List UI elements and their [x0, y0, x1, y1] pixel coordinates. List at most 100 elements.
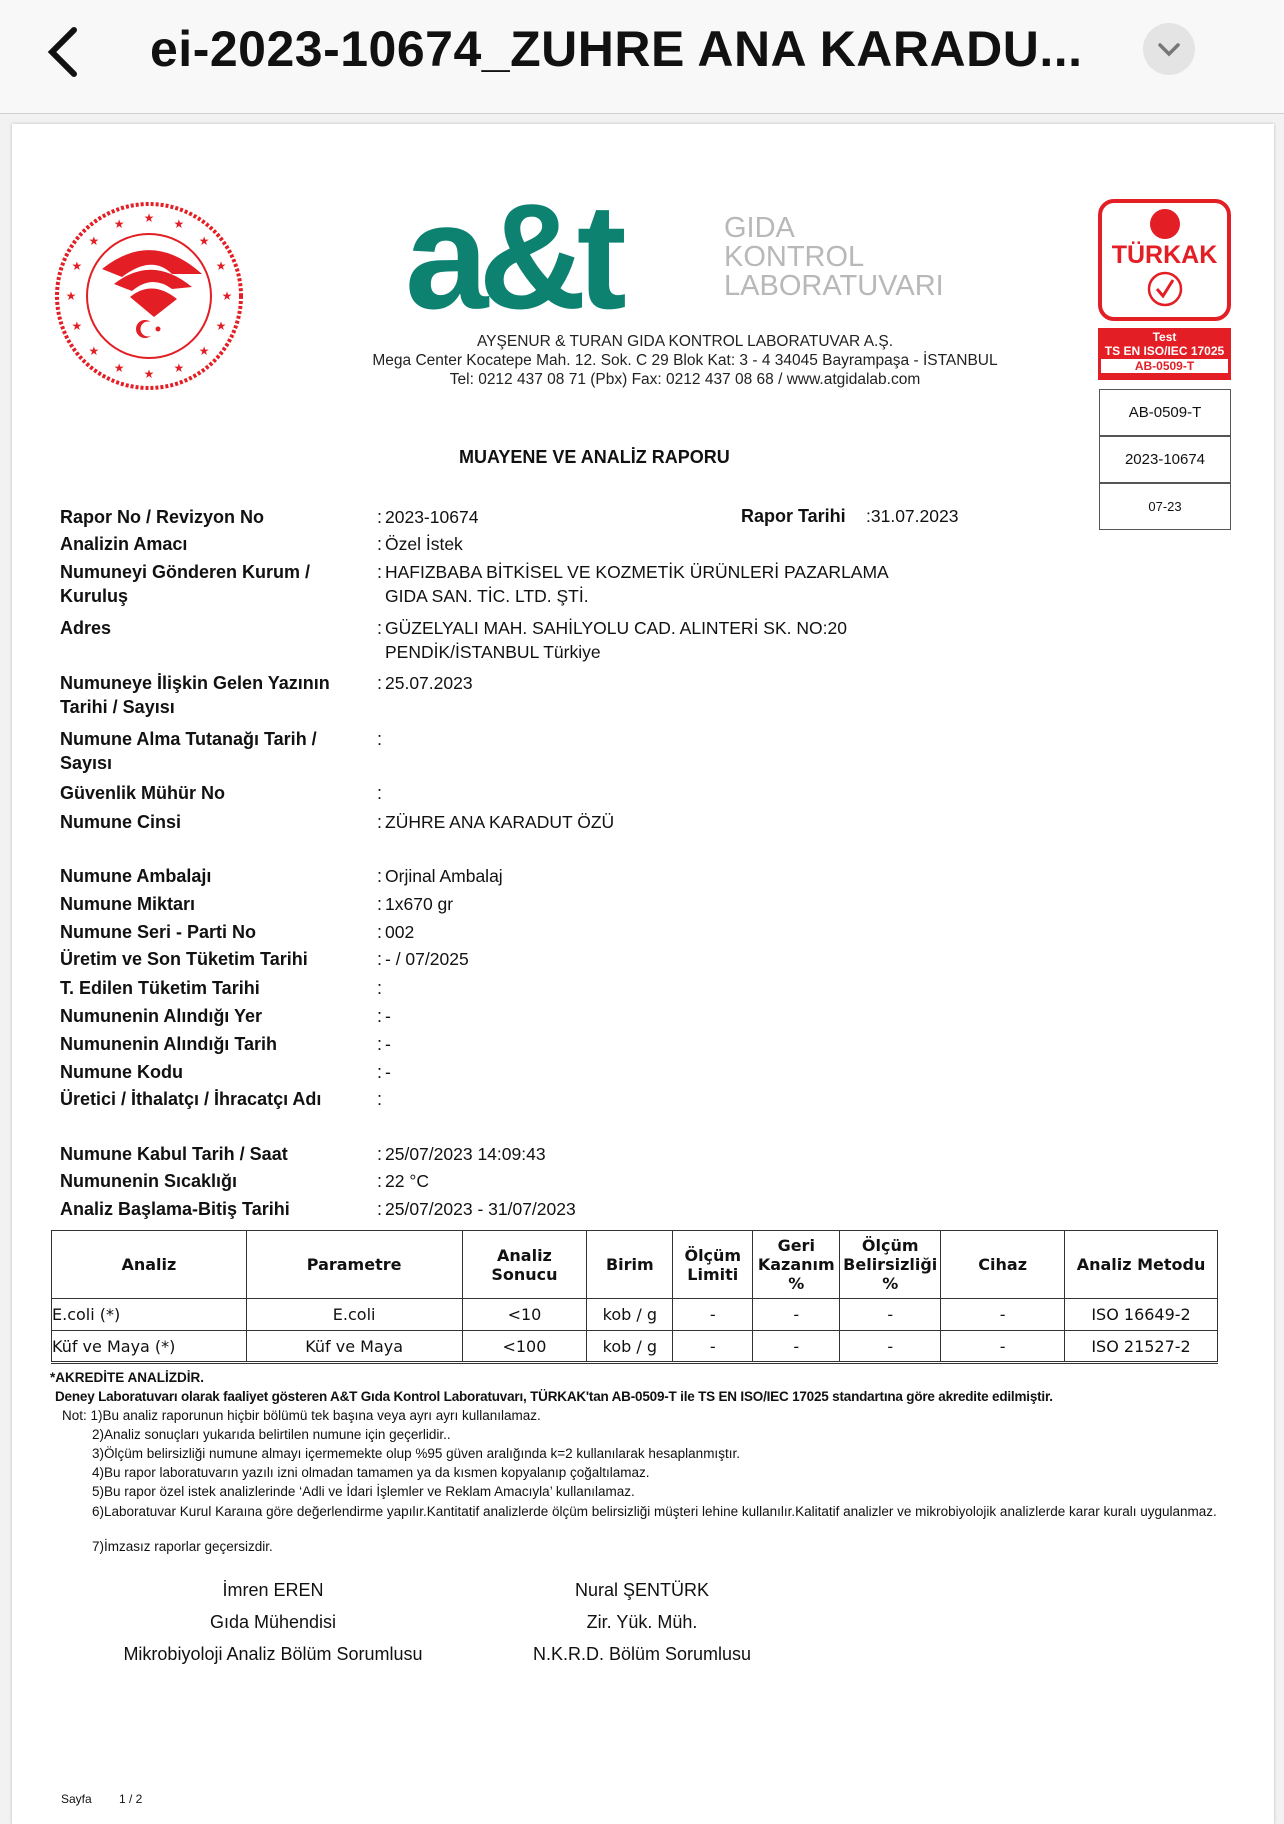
column-header: Birim: [586, 1230, 674, 1299]
column-header: Ölçüm Belirsizliği %: [839, 1230, 942, 1299]
field-colon: :: [377, 949, 383, 969]
field-label: Kuruluş: [60, 586, 129, 606]
table-cell: ISO 16649-2: [1064, 1298, 1218, 1331]
flag-icon: [1149, 209, 1180, 239]
top-bar: ei-2023-10674_ZUHRE ANA KARADU...: [0, 0, 1284, 114]
field-label: Numune Cinsi: [60, 812, 182, 832]
field-label: Sayısı: [60, 753, 113, 773]
table-cell: -: [839, 1298, 942, 1331]
note-item: 7)İmzasız raporlar geçersizdir.: [92, 1539, 273, 1554]
checkmark-icon: [1147, 271, 1182, 307]
table-cell: <10: [461, 1298, 588, 1331]
field-colon: :: [377, 1171, 383, 1191]
field-value: -: [385, 1034, 391, 1054]
company-contact: Tel: 0212 437 08 71 (Pbx) Fax: 0212 437 …: [449, 371, 921, 388]
star-icon: ★: [173, 361, 184, 375]
star-icon: ★: [88, 234, 99, 248]
field-colon: :: [377, 866, 383, 886]
field-value: 25.07.2023: [385, 673, 473, 693]
field-colon: :: [377, 534, 383, 554]
note-item: 5)Bu rapor özel istek analizlerinde ‘Adl…: [92, 1484, 635, 1499]
infobox-date: 07-23: [1099, 483, 1231, 530]
star-icon: ★: [173, 217, 184, 231]
column-header: Analiz Sonucu: [461, 1230, 588, 1299]
star-icon: ★: [72, 319, 83, 333]
field-label: Güvenlik Mühür No: [60, 783, 226, 803]
table-row: Küf ve Maya (*) Küf ve Maya <100 kob / g---…: [51, 1330, 1218, 1363]
field-value: 22 °C: [385, 1171, 429, 1191]
document-page: [12, 124, 1274, 1824]
field-colon: :: [377, 618, 383, 638]
more-options-button[interactable]: [1143, 23, 1195, 75]
field-value: PENDİK/İSTANBUL Türkiye: [385, 642, 601, 662]
column-header: Cihaz: [940, 1230, 1066, 1299]
field-value: Orjinal Ambalaj: [385, 866, 503, 886]
field-label: Tarihi / Sayısı: [60, 697, 175, 717]
field-label: Numuneyi Gönderen Kurum /: [60, 562, 311, 582]
turkak-logo: TÜRKAK: [1098, 199, 1231, 321]
star-icon: ★: [88, 344, 99, 358]
field-label: Adres: [60, 618, 112, 638]
field-label: Numuneye İlişkin Gelen Yazının: [60, 673, 330, 693]
table-cell: -: [672, 1330, 754, 1363]
test-label: Test: [1152, 330, 1177, 344]
document-title: ei-2023-10674_ZUHRE ANA KARADU...: [150, 21, 1083, 77]
field-label: Üretici / İthalatçı / İhracatçı Adı: [60, 1089, 322, 1109]
table-cell: E.coli (*): [51, 1298, 247, 1331]
company-address: Mega Center Kocatepe Mah. 12. Sok. C 29 …: [372, 352, 998, 369]
star-icon: ★: [66, 289, 77, 303]
field-value: -: [385, 1006, 391, 1026]
star-icon: ★: [199, 344, 210, 358]
star-icon: ★: [114, 361, 125, 375]
star-icon: ★: [144, 367, 155, 381]
report-date-label: Rapor Tarihi: [741, 506, 846, 526]
infobox-report-no: 2023-10674: [1099, 436, 1231, 483]
field-colon: :: [377, 1144, 383, 1164]
field-colon: :: [377, 1034, 383, 1054]
star-icon: ★: [222, 289, 233, 303]
table-cell: kob / g: [586, 1330, 674, 1363]
turkak-accreditation-label: Test TS EN ISO/IEC 17025 AB-0509-T: [1098, 328, 1231, 380]
table-cell: -: [752, 1330, 841, 1363]
star-icon: ★: [72, 259, 83, 273]
table-cell: ISO 21527-2: [1064, 1330, 1218, 1363]
signature-title: Gıda Mühendisi: [209, 1612, 337, 1632]
field-value: 1x670 gr: [385, 894, 454, 914]
field-label: Numune Seri - Parti No: [60, 922, 257, 942]
field-value: 002: [385, 922, 415, 942]
standard-label: TS EN ISO/IEC 17025: [1104, 344, 1225, 358]
accreditation-code: AB-0509-T: [1101, 359, 1228, 373]
field-colon: :: [377, 673, 383, 693]
report-title: MUAYENE VE ANALİZ RAPORU: [459, 447, 730, 467]
table-cell: kob / g: [586, 1298, 674, 1331]
field-label: Numune Ambalajı: [60, 866, 212, 886]
field-colon: :: [377, 978, 383, 998]
table-cell: -: [940, 1330, 1066, 1363]
note-item: 3)Ölçüm belirsizliği numune almayı içerm…: [92, 1446, 740, 1461]
table-cell: -: [839, 1330, 942, 1363]
column-header: Analiz: [51, 1230, 247, 1299]
table-cell: <100: [461, 1330, 588, 1363]
chevron-down-icon: [1158, 43, 1180, 57]
page-number: 1 / 2: [119, 1792, 143, 1806]
logo-line: KONTROL: [724, 241, 865, 273]
back-chevron-icon[interactable]: [38, 22, 98, 82]
page-label: Sayfa: [61, 1792, 92, 1806]
field-value: -: [385, 1062, 391, 1082]
field-value: HAFIZBABA BİTKİSEL VE KOZMETİK ÜRÜNLERİ …: [385, 562, 889, 582]
field-label: Numunenin Alındığı Tarih: [60, 1034, 277, 1054]
column-header: Ölçüm Limiti: [672, 1230, 754, 1299]
field-label: Numune Miktarı: [60, 894, 196, 914]
logo-line: LABORATUVARI: [724, 270, 944, 302]
note-item: Not: 1)Bu analiz raporunun hiçbir bölümü…: [62, 1408, 541, 1423]
signature-title: Zir. Yük. Müh.: [586, 1612, 698, 1632]
at-logo: a&t: [405, 172, 627, 340]
infobox-code: AB-0509-T: [1099, 389, 1231, 436]
field-value: GÜZELYALI MAH. SAHİLYOLU CAD. ALINTERİ S…: [385, 618, 847, 638]
field-colon: :: [377, 507, 383, 527]
table-cell: -: [752, 1298, 841, 1331]
field-label: Numunenin Sıcaklığı: [60, 1171, 238, 1191]
field-colon: :: [377, 1089, 383, 1109]
company-name: AYŞENUR & TURAN GIDA KONTROL LABORATUVAR…: [476, 333, 893, 350]
star-icon: ★: [114, 217, 125, 231]
